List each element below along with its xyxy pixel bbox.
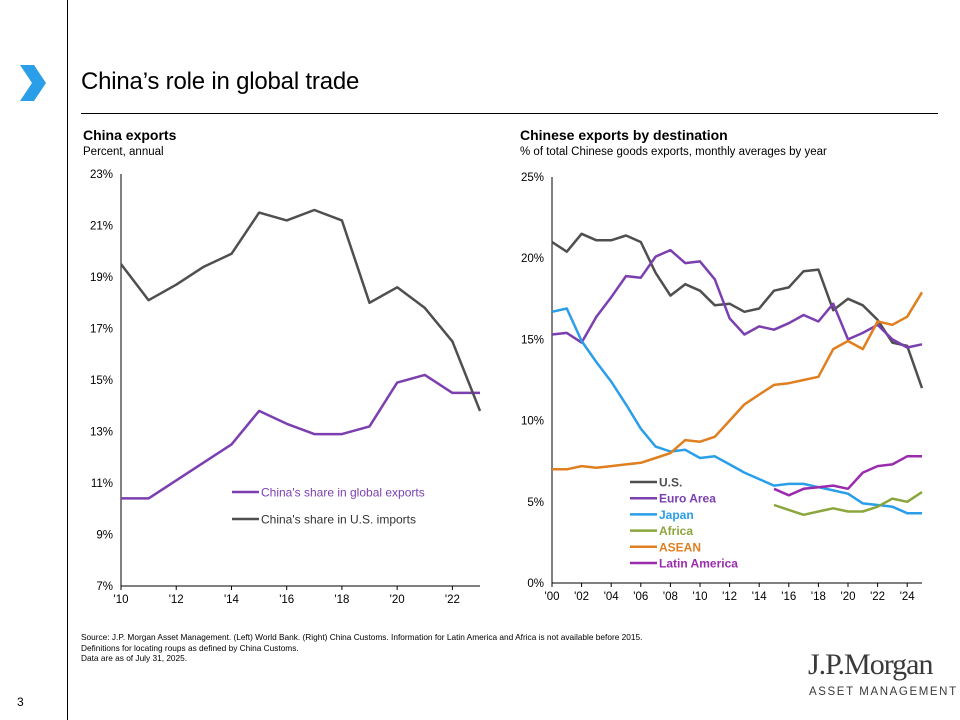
- title-divider: [81, 113, 938, 114]
- series-line-africa: [773, 491, 923, 517]
- y-tick-label: 20%: [521, 253, 544, 265]
- x-tick-label: '10: [114, 594, 129, 606]
- y-tick-label: 15%: [521, 334, 544, 346]
- series-line-euro-area: [551, 248, 923, 349]
- x-tick-label: '08: [663, 591, 678, 603]
- charts-canvas: 7% 9% 11% 13% 15% 17% 19% 21% 23% '10 '12 '14 '16 '18…: [90, 169, 924, 606]
- x-tick-label: '14: [752, 591, 768, 603]
- x-tick-label: '20: [841, 591, 856, 603]
- series-line-japan: [551, 307, 922, 515]
- x-tick-label: '16: [781, 591, 796, 603]
- y-tick-label: 7%: [96, 581, 113, 593]
- series-line-china-s-share-in-global-exports: [121, 373, 480, 500]
- legend-label: Latin America: [659, 557, 738, 571]
- left-chart-title: China exports: [83, 127, 177, 143]
- jpmorgan-logo-subtitle: ASSET MANAGEMENT: [809, 686, 958, 698]
- series-line-u-s: [551, 232, 924, 389]
- y-tick-label: 13%: [90, 427, 113, 439]
- x-tick-label: '02: [574, 591, 589, 603]
- legend-label: Japan: [659, 508, 694, 522]
- left-chart-subtitle: Percent, annual: [83, 146, 164, 158]
- footnote-line: Source: J.P. Morgan Asset Management. (L…: [81, 632, 643, 642]
- series-line-china-s-share-in-u-s-imports: [120, 208, 482, 412]
- y-tick-label: 23%: [90, 169, 113, 181]
- footnote-line: Data are as of July 31, 2025.: [81, 653, 188, 663]
- footnote-line: Definitions for locating roups as define…: [81, 642, 299, 653]
- x-tick-label: '24: [900, 591, 916, 603]
- right-chart-title: Chinese exports by destination: [520, 127, 728, 143]
- y-tick-label: 25%: [521, 172, 544, 184]
- legend-label: China's share in global exports: [261, 486, 425, 500]
- jpmorgan-logo: J.P.Morgan: [808, 648, 933, 681]
- series-line-latin-america: [773, 455, 922, 497]
- x-tick-label: '14: [224, 594, 240, 606]
- legend-label: U.S.: [659, 476, 682, 490]
- y-tick-label: 15%: [90, 375, 113, 387]
- legend-label: China's share in U.S. imports: [261, 513, 416, 527]
- x-tick-label: '06: [633, 591, 648, 603]
- y-tick-label: 17%: [90, 324, 113, 336]
- legend-label: Euro Area: [659, 492, 716, 506]
- y-tick-label: 11%: [91, 478, 113, 490]
- y-tick-label: 10%: [521, 416, 544, 428]
- page-number: 3: [17, 695, 24, 709]
- legend-label: Africa: [659, 524, 693, 538]
- x-tick-label: '12: [722, 591, 737, 603]
- series-line-asean: [552, 291, 924, 471]
- y-tick-label: 9%: [96, 530, 113, 542]
- x-tick-label: '00: [545, 591, 560, 603]
- x-tick-label: '16: [279, 594, 294, 606]
- y-tick-label: 19%: [90, 272, 113, 284]
- x-tick-label: '12: [169, 594, 184, 606]
- legend-label: ASEAN: [659, 540, 701, 554]
- x-tick-label: '10: [693, 591, 708, 603]
- page-vertical-rule: [67, 0, 68, 720]
- x-tick-label: '18: [334, 594, 349, 606]
- x-tick-label: '22: [445, 594, 460, 606]
- x-tick-label: '18: [811, 591, 826, 603]
- y-tick-label: 21%: [90, 221, 113, 233]
- x-tick-label: '04: [604, 591, 620, 603]
- y-tick-label: 5%: [527, 497, 544, 509]
- right-chart-subtitle: % of total Chinese goods exports, monthl…: [520, 146, 827, 158]
- page-title: China’s role in global trade: [81, 68, 360, 95]
- x-tick-label: '22: [870, 591, 885, 603]
- chevron-right-icon: [20, 65, 46, 101]
- source-footnote: Source: J.P. Morgan Asset Management. (L…: [81, 632, 642, 664]
- x-tick-label: '20: [390, 594, 405, 606]
- y-tick-label: 0%: [527, 578, 544, 590]
